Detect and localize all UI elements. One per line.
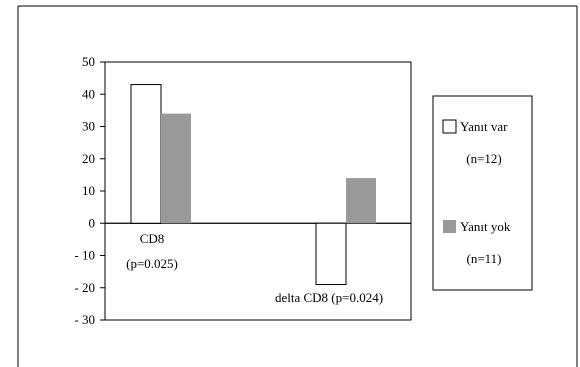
category-label-cd8: CD8 xyxy=(140,231,165,246)
y-tick-label: 20 xyxy=(82,151,95,166)
y-tick-label: - 30 xyxy=(74,312,95,327)
bars-group xyxy=(130,84,376,286)
legend-n-yanit-var: (n=12) xyxy=(466,151,502,166)
bar-cd8-series-1 xyxy=(161,113,191,224)
y-tick-label: - 20 xyxy=(74,280,95,295)
bar-delta-cd8-series-1 xyxy=(346,178,376,224)
category-label-delta-cd8: delta CD8 (p=0.024) xyxy=(275,290,383,305)
y-tick-label: 30 xyxy=(82,119,95,134)
bar-delta-cd8-series-0 xyxy=(315,222,347,286)
bar-cd8-series-0 xyxy=(130,84,162,224)
legend-label-yanit-yok: Yanıt yok xyxy=(460,219,511,234)
legend-n-yanit-yok: (n=11) xyxy=(466,251,501,266)
y-tick-label: 10 xyxy=(82,183,95,198)
category-label-cd8-pvalue: (p=0.025) xyxy=(126,256,178,271)
y-axis: 50 40 30 20 10 0 - 10 - 20 - 30 xyxy=(74,54,105,327)
y-tick-label: - 10 xyxy=(74,248,95,263)
y-tick-label: 40 xyxy=(82,86,95,101)
y-tick-label: 50 xyxy=(82,54,95,69)
legend-swatch-yanit-yok xyxy=(443,220,456,233)
y-tick-label: 0 xyxy=(89,215,96,230)
legend-swatch-yanit-var xyxy=(442,119,457,134)
legend-label-yanit-var: Yanıt var xyxy=(460,119,508,134)
